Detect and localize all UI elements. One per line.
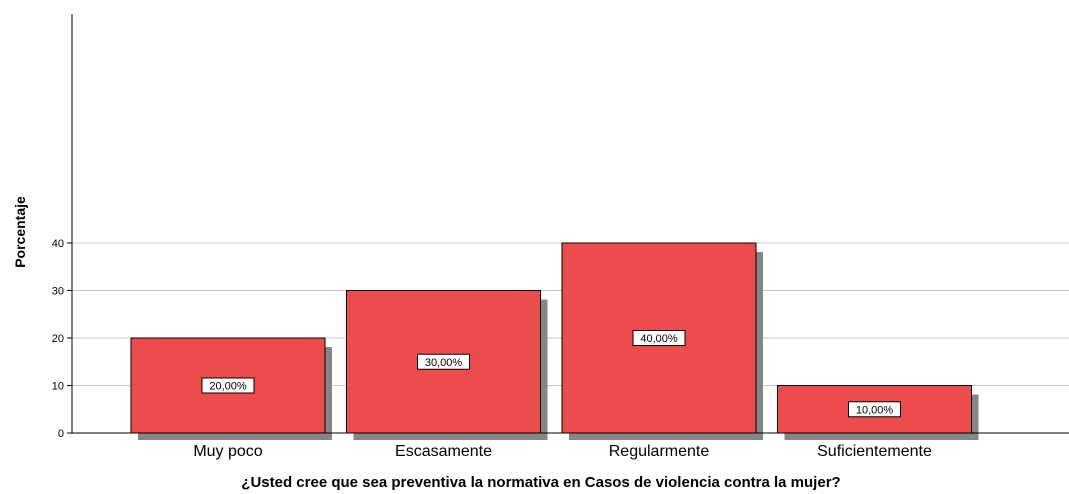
y-tick-label: 10 xyxy=(52,381,64,393)
category-label: Escasamente xyxy=(395,443,492,460)
category-label: Regularmente xyxy=(609,443,710,460)
data-label: 10,00% xyxy=(856,404,894,416)
data-label-box xyxy=(632,330,686,346)
data-label: 30,00% xyxy=(425,357,463,369)
y-tick-label: 20 xyxy=(52,333,64,345)
x-axis-label: ¿Usted cree que sea preventiva la normat… xyxy=(241,474,840,491)
x-axis-categories: Muy poco Escasamente Regularmente Suficient… xyxy=(193,443,932,460)
category-label: Muy poco xyxy=(193,443,262,460)
data-label-box xyxy=(417,353,470,370)
data-label-box xyxy=(848,401,901,418)
y-tick-label: 40 xyxy=(52,238,64,250)
y-tick-label: 30 xyxy=(52,286,64,298)
y-axis-ticks: 0 10 20 30 40 xyxy=(52,238,72,440)
data-label: 20,00% xyxy=(209,381,247,393)
data-label-box xyxy=(201,377,255,394)
data-label: 40,00% xyxy=(640,333,678,345)
bars: 20,00% 30,00% 40,00% 10,00% xyxy=(130,242,979,440)
category-label: Suficientemente xyxy=(817,443,932,460)
y-axis-label: Porcentaje xyxy=(12,196,28,268)
y-tick-label: 0 xyxy=(58,428,64,440)
